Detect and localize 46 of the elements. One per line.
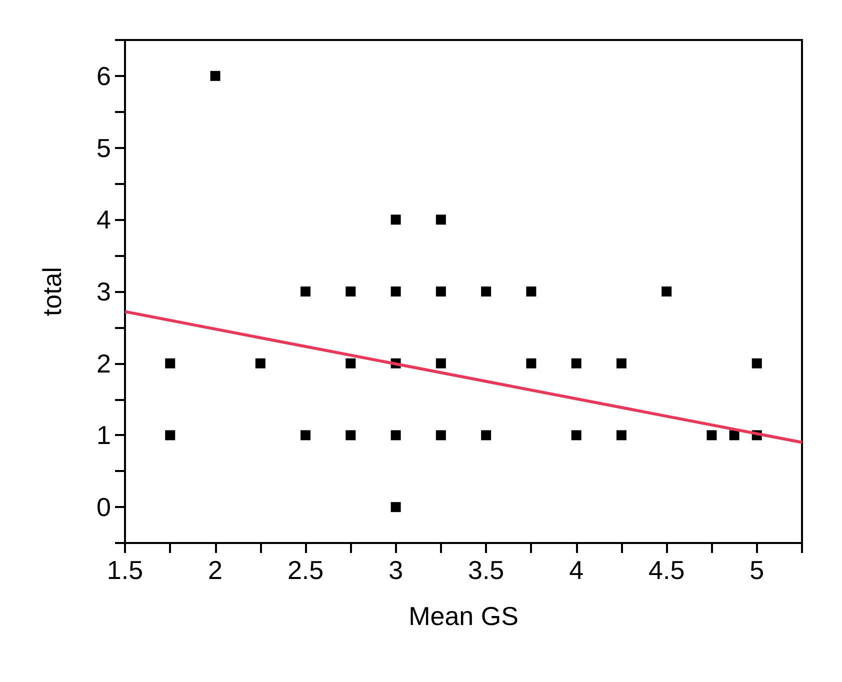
point — [436, 214, 446, 225]
point — [481, 430, 492, 440]
y-tick-label: 3 — [96, 276, 111, 306]
x-tick-label: 3 — [388, 555, 404, 585]
y-tick-label: 0 — [96, 492, 111, 522]
point — [165, 430, 176, 440]
point — [662, 286, 672, 296]
point — [390, 286, 401, 296]
point — [346, 430, 356, 440]
point — [165, 358, 176, 368]
y-tick-label: 6 — [96, 60, 111, 91]
point — [346, 286, 356, 296]
point — [300, 430, 311, 440]
point — [436, 358, 446, 368]
x-tick-label: 1.5 — [106, 555, 144, 585]
y-tick-label: 5 — [96, 132, 111, 163]
point — [616, 430, 626, 440]
point — [300, 286, 311, 296]
x-axis-title: Mean GS — [408, 601, 518, 631]
point — [390, 502, 401, 512]
x-tick-label: 4.5 — [648, 555, 685, 585]
x-tick-label: 2 — [208, 555, 222, 585]
point — [255, 358, 266, 368]
point — [526, 358, 536, 368]
point — [571, 430, 582, 440]
point — [210, 70, 220, 81]
y-axis-title: total — [37, 266, 67, 316]
point — [752, 358, 762, 368]
y-tick-label: 2 — [96, 348, 111, 378]
point — [346, 358, 356, 368]
point — [390, 214, 401, 225]
point — [481, 286, 492, 296]
x-tick-label: 2.5 — [287, 555, 324, 585]
y-tick-label: 4 — [96, 204, 111, 235]
point — [616, 358, 626, 368]
x-tick-label: 5 — [750, 555, 764, 585]
point — [526, 286, 536, 296]
point — [436, 286, 446, 296]
point — [706, 430, 717, 440]
point — [571, 358, 582, 368]
y-tick-label: 1 — [96, 420, 111, 450]
x-tick-label: 3.5 — [468, 555, 504, 585]
x-tick-label: 4 — [569, 555, 584, 585]
point — [390, 430, 401, 440]
point — [436, 430, 446, 440]
point — [729, 430, 740, 440]
